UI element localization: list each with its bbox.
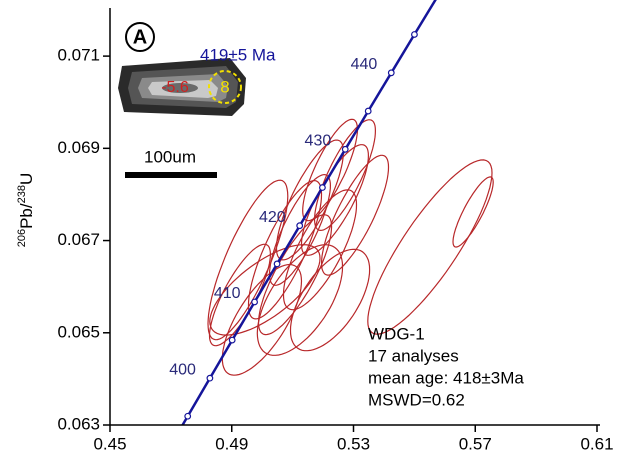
y-label-sup: 206 xyxy=(16,229,28,247)
age-marker xyxy=(163,451,169,456)
age-marker xyxy=(320,185,326,191)
y-axis-label: 206Pb/238U xyxy=(16,173,37,248)
age-label: 420 xyxy=(259,209,286,226)
x-tick-label: 0.57 xyxy=(459,434,492,453)
panel-label: A xyxy=(133,26,147,48)
age-marker xyxy=(365,108,371,114)
spot-label: 8 xyxy=(220,77,229,96)
x-tick-label: 0.53 xyxy=(337,434,370,453)
zircon-inset: -5.6 8 A 419±5 Ma 100um xyxy=(118,23,276,178)
chart: -5.6 8 A 419±5 Ma 100um 206Pb/238U WDG-1… xyxy=(0,0,619,456)
y-label-sup: 238 xyxy=(16,185,28,203)
age-marker xyxy=(207,375,213,381)
y-label-part: U xyxy=(17,173,36,185)
age-marker xyxy=(185,413,191,419)
age-marker xyxy=(229,337,235,343)
age-marker xyxy=(342,147,348,153)
age-label: 430 xyxy=(305,133,332,150)
x-tick-label: 0.61 xyxy=(580,434,613,453)
y-label-part: Pb/ xyxy=(17,203,36,229)
mswd-label: MSWD=0.62 xyxy=(368,390,465,409)
age-marker xyxy=(388,70,394,76)
spot-age: 419±5 Ma xyxy=(200,45,276,64)
age-marker xyxy=(274,261,280,267)
sample-label: WDG-1 xyxy=(368,324,425,343)
age-label: 440 xyxy=(351,56,378,73)
age-marker xyxy=(412,32,418,38)
x-tick-label: 0.45 xyxy=(93,434,126,453)
error-ellipse xyxy=(453,177,493,247)
age-marker xyxy=(252,299,258,305)
mean-age-label: mean age: 418±3Ma xyxy=(368,368,524,387)
y-tick-label: 0.063 xyxy=(57,414,100,433)
y-tick-label: 0.065 xyxy=(57,322,100,341)
epsilon-label: -5.6 xyxy=(161,79,189,96)
age-marker xyxy=(297,223,303,229)
analyses-label: 17 analyses xyxy=(368,346,459,365)
age-label: 410 xyxy=(214,285,241,302)
y-tick-label: 0.069 xyxy=(57,138,100,157)
error-ellipse xyxy=(368,160,492,334)
y-tick-label: 0.067 xyxy=(57,230,100,249)
age-label: 400 xyxy=(169,361,196,378)
scale-label: 100um xyxy=(144,147,196,166)
page: -5.6 8 A 419±5 Ma 100um 206Pb/238U WDG-1… xyxy=(0,0,619,456)
x-tick-label: 0.49 xyxy=(215,434,248,453)
y-tick-label: 0.071 xyxy=(57,46,100,65)
